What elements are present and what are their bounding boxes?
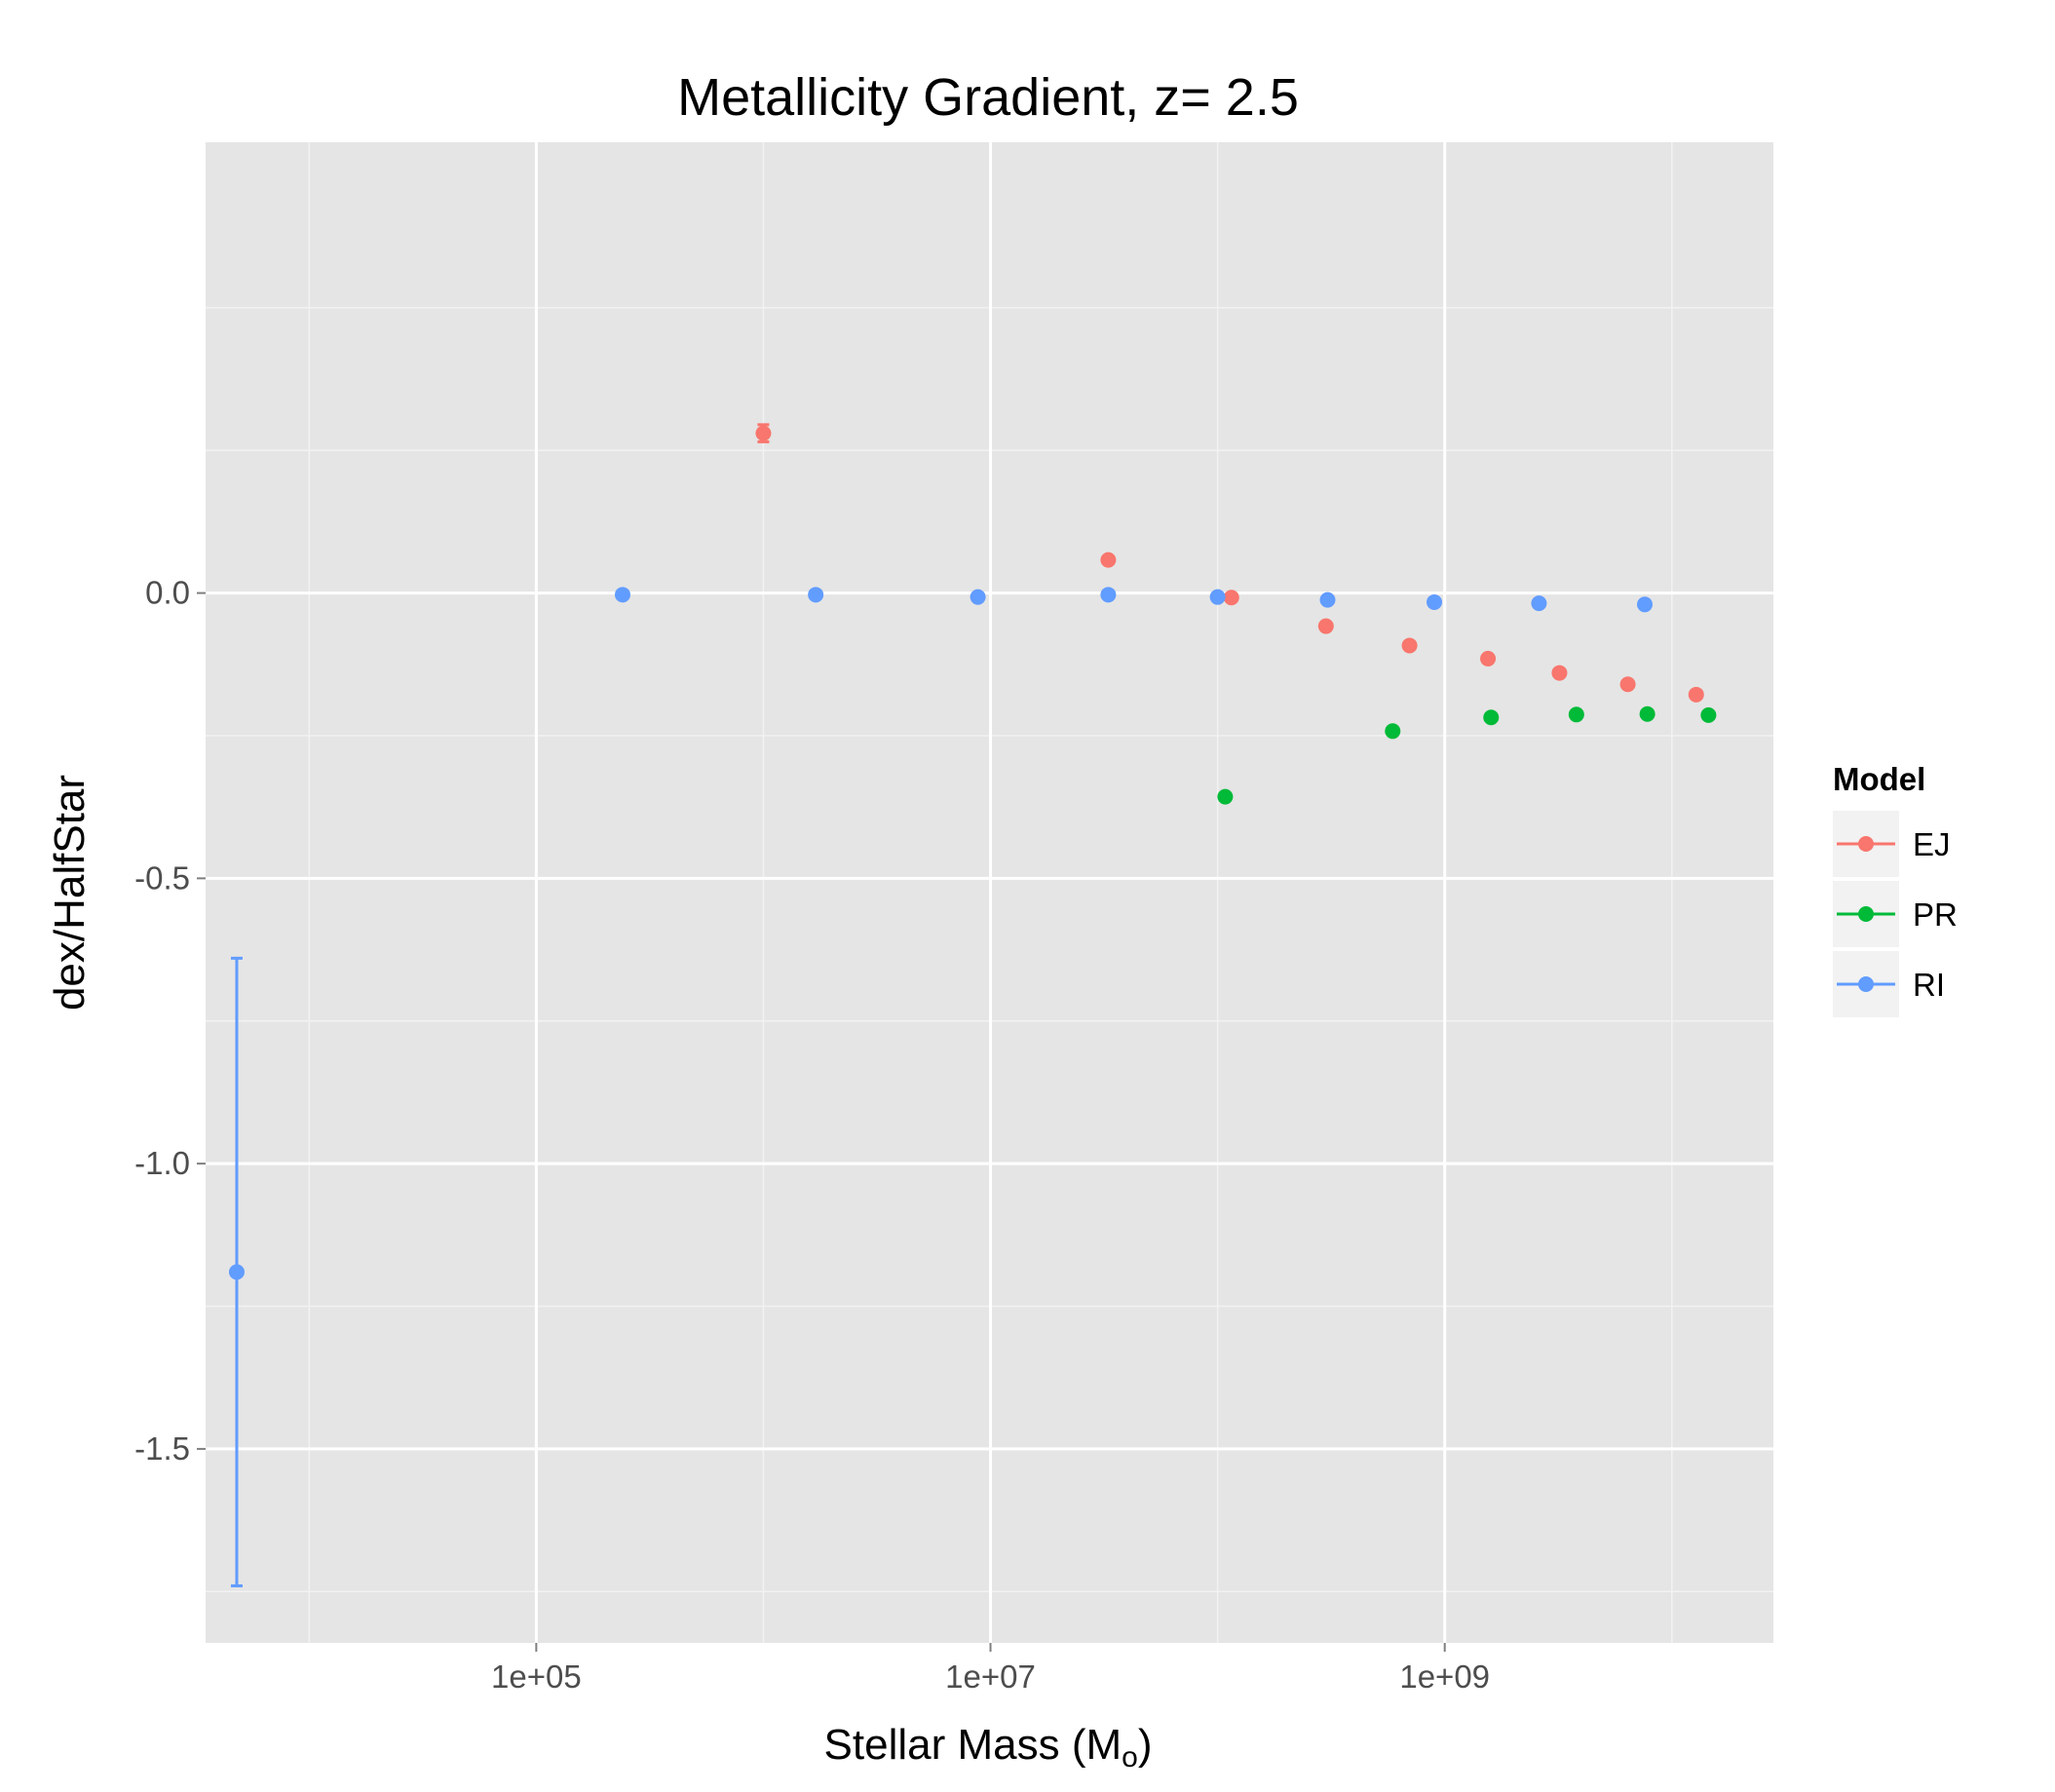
x-tick-label: 1e+07 [945, 1659, 1036, 1695]
data-point-ri [228, 1264, 245, 1280]
x-axis-title-main: Stellar Mass (M [824, 1721, 1123, 1769]
x-tick-label: 1e+09 [1399, 1659, 1490, 1695]
data-point-ri [1636, 596, 1653, 613]
data-point-ej [755, 425, 772, 441]
data-point-pr [1483, 709, 1500, 726]
x-tick-label: 1e+05 [491, 1659, 582, 1695]
x-axis-title-suffix: ) [1138, 1721, 1153, 1769]
data-point-ej [1401, 637, 1418, 654]
data-point-pr [1639, 705, 1655, 722]
legend-key-point [1858, 836, 1874, 852]
y-tick-label: -0.5 [134, 859, 190, 896]
data-point-ri [1319, 591, 1336, 608]
series-ej [755, 423, 1704, 703]
legend-label: EJ [1913, 826, 1951, 862]
x-axis-title: Stellar Mass (Mo) [824, 1721, 1153, 1773]
legend-item-pr: PR [1833, 881, 1958, 947]
data-points [228, 423, 1717, 1587]
data-point-ri [1100, 587, 1117, 603]
series-pr [1217, 705, 1717, 805]
data-point-ej [1223, 590, 1239, 606]
legend-title: Model [1833, 761, 1925, 797]
data-point-pr [1385, 723, 1401, 740]
legend-item-ej: EJ [1833, 811, 1951, 877]
y-axis-title: dex/HalfStar [46, 775, 94, 1010]
x-axis-ticks: 1e+05 1e+07 1e+09 [491, 1643, 1490, 1695]
data-point-ri [1427, 593, 1443, 610]
legend-label: RI [1913, 967, 1945, 1003]
series-ri [228, 587, 1653, 1587]
data-point-ej [1551, 665, 1568, 681]
data-point-ej [1688, 686, 1704, 703]
data-point-ri [808, 587, 824, 603]
data-point-ri [1531, 595, 1547, 612]
data-point-ri [1209, 589, 1226, 605]
y-axis-ticks: 0.0 -0.5 -1.0 -1.5 [134, 575, 206, 1467]
data-point-ri [970, 589, 986, 605]
legend-key-point [1858, 976, 1874, 992]
data-point-pr [1217, 788, 1234, 805]
legend-item-ri: RI [1833, 951, 1945, 1017]
x-axis-title-subscript: o [1122, 1741, 1138, 1773]
y-tick-label: 0.0 [145, 575, 190, 611]
y-tick-label: -1.0 [134, 1145, 190, 1181]
data-point-pr [1568, 706, 1584, 723]
y-tick-label: -1.5 [134, 1430, 190, 1467]
major-grid [206, 142, 1773, 1643]
data-point-ej [1480, 650, 1497, 667]
legend-label: PR [1913, 896, 1958, 933]
data-point-ri [614, 587, 630, 603]
legend-key-point [1858, 906, 1874, 922]
legend: Model EJ PR RI [1833, 761, 1958, 1017]
data-point-ej [1100, 552, 1117, 568]
data-point-pr [1700, 706, 1717, 723]
data-point-ej [1317, 618, 1334, 634]
chart-title: Metallicity Gradient, z= 2.5 [677, 68, 1299, 127]
data-point-ej [1619, 676, 1636, 693]
